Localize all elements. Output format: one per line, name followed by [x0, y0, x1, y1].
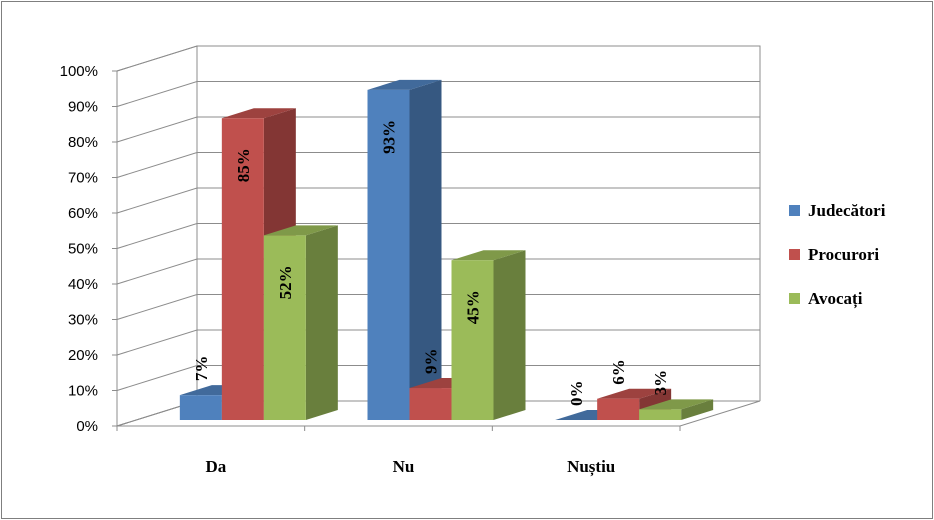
gridlines: [116, 45, 760, 431]
y-axis-ticks: 0% 10% 20% 30% 40% 50% 60% 70% 80% 90% 100%: [60, 63, 117, 435]
bar-side: [493, 250, 526, 420]
legend-label: Avocați: [808, 289, 863, 309]
y-tick-label: 30%: [68, 312, 98, 329]
x-axis-labels: Da Nu Nuștiu: [205, 457, 615, 477]
data-label: 6%: [609, 359, 628, 385]
data-label: 52%: [276, 265, 295, 299]
bar-top: [221, 108, 296, 119]
gridline: [116, 365, 760, 391]
bars: [179, 79, 714, 420]
x-category-label: Da: [205, 457, 226, 476]
data-label: 3%: [651, 370, 670, 396]
bar-top: [263, 225, 338, 236]
bar-front: [639, 409, 682, 420]
y-tick-label: 50%: [68, 241, 98, 258]
gridline: [116, 152, 760, 178]
legend: Judecători Procurori Avocați: [789, 201, 886, 309]
x-category-label: Nu: [393, 457, 415, 476]
data-label: 7%: [192, 356, 211, 382]
bar-nu-0: [367, 79, 442, 420]
bar-front: [179, 395, 222, 420]
y-tick-label: 40%: [68, 276, 98, 293]
bar-nu-2: [451, 250, 526, 420]
gridline: [116, 81, 760, 107]
gridline: [116, 258, 760, 285]
y-tick-label: 60%: [68, 205, 98, 222]
gridline: [116, 45, 760, 72]
bar-side: [681, 399, 714, 420]
y-tick-label: 70%: [68, 170, 98, 187]
bar-side: [409, 79, 442, 420]
gridline: [116, 116, 760, 143]
data-label: 0%: [567, 381, 586, 407]
y-tick-label: 10%: [68, 383, 98, 400]
data-label: 9%: [422, 349, 441, 375]
y-tick-label: 80%: [68, 134, 98, 151]
data-labels: 7% 85% 52% 93% 9% 45% 0% 6% 3%: [192, 120, 670, 406]
data-label: 93%: [380, 120, 399, 154]
bar-front: [221, 118, 264, 420]
data-label: 45%: [464, 290, 483, 324]
legend-label: Judecători: [808, 201, 886, 220]
y-tick-label: 0%: [76, 418, 98, 435]
bar-front: [409, 388, 452, 420]
bar-top: [451, 250, 526, 261]
legend-swatch: [789, 249, 800, 260]
bar-front: [367, 89, 410, 420]
bar-nuștiu-2: [639, 399, 714, 420]
data-label: 85%: [234, 148, 253, 182]
x-category-label: Nuștiu: [567, 457, 615, 477]
gridline: [116, 329, 760, 356]
bar-front: [597, 398, 640, 420]
gridline: [116, 187, 760, 214]
bar-front: [451, 260, 494, 420]
bar-da-2: [263, 225, 338, 420]
legend-swatch: [789, 293, 800, 304]
y-tick-label: 90%: [68, 99, 98, 116]
y-tick-label: 100%: [60, 63, 98, 80]
gridline: [116, 223, 760, 249]
bar-top: [639, 399, 714, 410]
legend-swatch: [789, 205, 800, 216]
gridline: [116, 294, 760, 320]
bar-top: [597, 388, 672, 399]
y-tick-label: 20%: [68, 347, 98, 364]
legend-label: Procurori: [808, 245, 879, 264]
bar-front: [263, 235, 306, 420]
bar-side: [305, 225, 338, 420]
bar-top: [367, 79, 442, 90]
